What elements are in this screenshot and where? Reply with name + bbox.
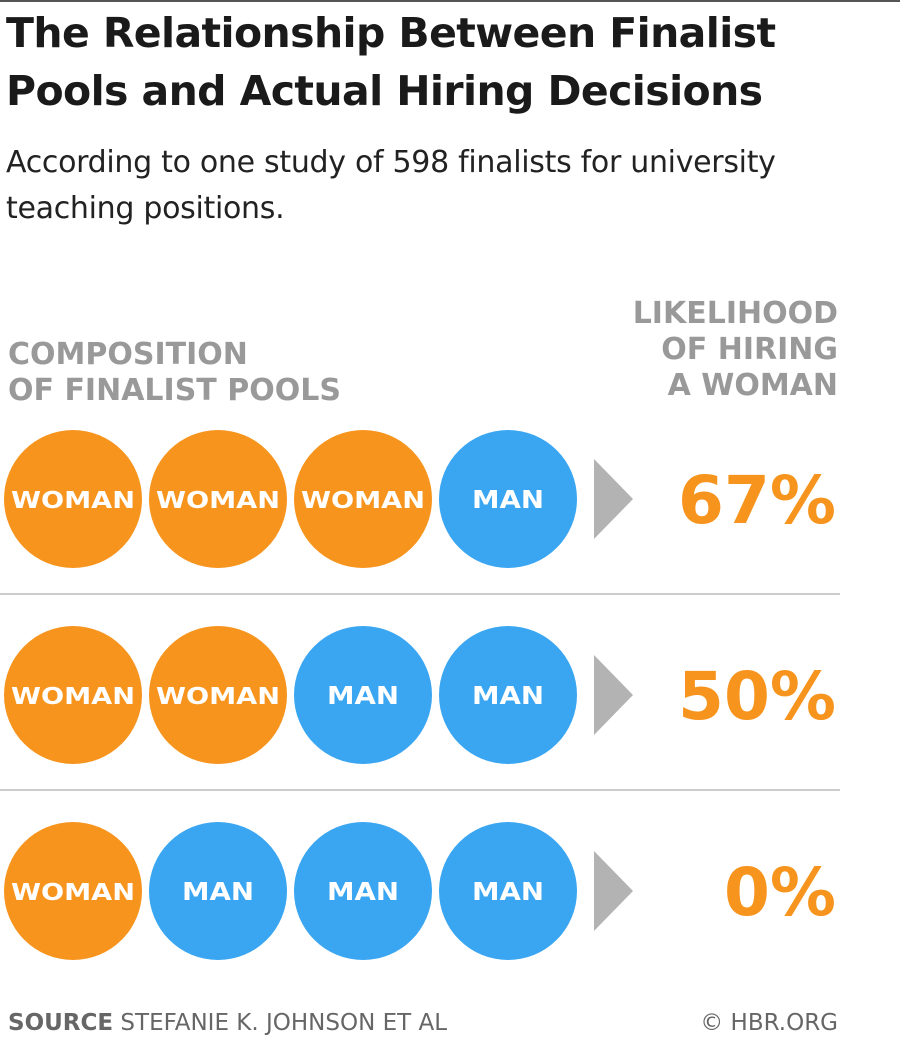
pool-row: WOMAN WOMAN MAN MAN 50% bbox=[4, 626, 836, 764]
credit-note: © HBR.ORG bbox=[700, 1010, 838, 1036]
man-circle bbox=[294, 822, 432, 960]
header-composition: COMPOSITION OF FINALIST POOLS bbox=[8, 337, 428, 409]
likelihood-value: 0% bbox=[724, 854, 836, 931]
likelihood-value: 50% bbox=[678, 658, 836, 735]
woman-circle bbox=[149, 626, 287, 764]
finalist-pool-chart: WOMAN WOMAN WOMAN MAN 67% WOMAN WOMAN MAN MAN 50%… bbox=[0, 430, 840, 960]
header-composition-line-1: COMPOSITION bbox=[8, 337, 248, 372]
man-circle bbox=[294, 626, 432, 764]
circle-label: MAN bbox=[472, 877, 544, 906]
circle-label: WOMAN bbox=[156, 488, 280, 514]
circle-label: WOMAN bbox=[11, 684, 135, 710]
pool-row: WOMAN MAN MAN MAN 0% bbox=[4, 822, 836, 960]
likelihood-value: 67% bbox=[678, 462, 836, 539]
chart-subtitle: According to one study of 598 finalists … bbox=[6, 145, 776, 226]
man-circle bbox=[439, 430, 577, 568]
man-circle bbox=[149, 822, 287, 960]
woman-circle bbox=[4, 430, 142, 568]
source-note: SOURCE STEFANIE K. JOHNSON ET AL bbox=[8, 1009, 447, 1037]
source-text: STEFANIE K. JOHNSON ET AL bbox=[120, 1010, 448, 1036]
arrow-icon bbox=[594, 655, 633, 735]
man-circle bbox=[439, 626, 577, 764]
arrow-icon bbox=[594, 851, 633, 931]
circle-label: WOMAN bbox=[11, 488, 135, 514]
circle-label: MAN bbox=[327, 877, 399, 906]
circle-label: MAN bbox=[327, 681, 399, 710]
woman-circle bbox=[4, 822, 142, 960]
circle-label: MAN bbox=[472, 485, 544, 514]
circle-label: WOMAN bbox=[11, 880, 135, 906]
woman-circle bbox=[4, 626, 142, 764]
header-likelihood-line-1: LIKELIHOOD bbox=[632, 296, 838, 331]
circle-label: MAN bbox=[472, 681, 544, 710]
source-label: SOURCE bbox=[8, 1010, 114, 1036]
man-circle bbox=[439, 822, 577, 960]
header-likelihood-line-2: OF HIRING bbox=[661, 332, 838, 367]
chart-title: The Relationship Between Finalist Pools … bbox=[6, 9, 776, 115]
circle-label: MAN bbox=[182, 877, 254, 906]
header-likelihood-line-3: A WOMAN bbox=[667, 368, 838, 403]
pool-row: WOMAN WOMAN WOMAN MAN 67% bbox=[4, 430, 836, 568]
circle-label: WOMAN bbox=[156, 684, 280, 710]
header-likelihood: LIKELIHOOD OF HIRING A WOMAN bbox=[518, 296, 838, 404]
circle-label: WOMAN bbox=[301, 488, 425, 514]
woman-circle bbox=[294, 430, 432, 568]
header-composition-line-2: OF FINALIST POOLS bbox=[8, 373, 341, 408]
woman-circle bbox=[149, 430, 287, 568]
arrow-icon bbox=[594, 459, 633, 539]
top-rule bbox=[0, 0, 900, 2]
